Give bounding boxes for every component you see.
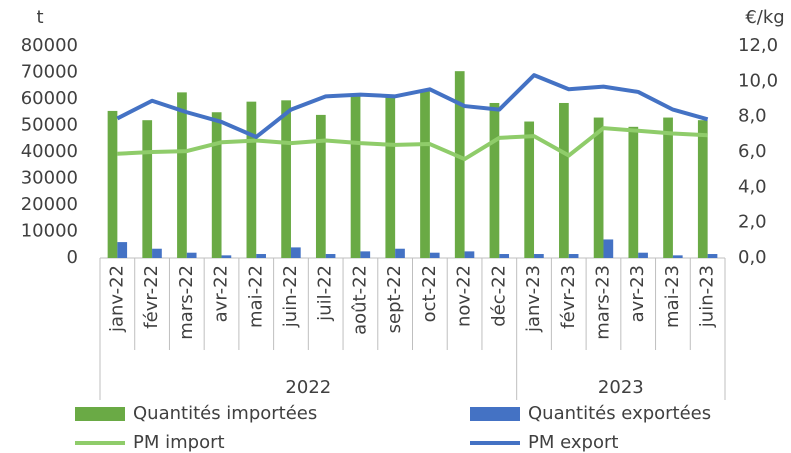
legend-swatch	[75, 407, 125, 421]
y-tick-label: 60000	[21, 88, 78, 109]
legend-swatch	[470, 407, 520, 421]
y-tick-label: 20000	[21, 194, 78, 215]
bar	[385, 96, 396, 258]
bar	[593, 117, 604, 258]
group-label: 2023	[598, 377, 644, 398]
bar	[290, 247, 301, 258]
bar	[524, 121, 535, 259]
bar	[489, 102, 500, 258]
bar	[454, 71, 465, 258]
bar	[142, 120, 153, 258]
y2-tick-label: 4,0	[738, 176, 767, 197]
x-tick-label: janv-23	[523, 265, 544, 333]
y2-tick-label: 2,0	[738, 212, 767, 233]
x-tick-label: févr-22	[141, 265, 162, 329]
y-axis-label: t	[36, 7, 43, 28]
bar	[628, 126, 639, 258]
bar	[256, 254, 266, 258]
bar	[638, 252, 648, 258]
bar	[707, 254, 718, 258]
bar	[672, 255, 683, 258]
legend-label: PM export	[528, 432, 618, 453]
legend-label: Quantités importées	[133, 403, 317, 424]
y-tick-label: 40000	[21, 141, 78, 162]
bar	[152, 248, 162, 258]
bar	[603, 239, 614, 258]
y-tick-label: 50000	[21, 115, 78, 136]
x-tick-label: janv-22	[106, 265, 127, 333]
bar	[325, 254, 336, 258]
bar	[221, 255, 232, 258]
bar	[117, 242, 128, 258]
y-tick-label: 0	[67, 247, 78, 268]
bar	[107, 110, 118, 258]
x-tick-label: sept-22	[384, 265, 405, 333]
bar	[429, 252, 440, 258]
x-tick-label: juil-22	[315, 265, 336, 322]
bar	[315, 114, 326, 259]
x-tick-label: juin-23	[697, 265, 718, 328]
x-tick-label: déc-22	[488, 265, 509, 327]
y2-axis-label: €/kg	[745, 7, 784, 28]
x-tick-label: mai-23	[662, 265, 683, 328]
bar	[568, 254, 579, 258]
y2-tick-label: 0,0	[738, 247, 767, 268]
x-tick-label: avr-22	[211, 265, 232, 322]
bar	[211, 112, 222, 258]
x-tick-label: mars-23	[592, 265, 613, 340]
x-tick-label: oct-22	[419, 265, 440, 322]
x-tick-label: nov-22	[454, 265, 475, 327]
line	[117, 126, 708, 162]
bar	[281, 100, 291, 258]
x-tick-label: avr-23	[627, 265, 648, 322]
y-tick-label: 10000	[21, 221, 78, 242]
legend-label: PM import	[133, 432, 225, 453]
bar	[499, 254, 510, 258]
legend-label: Quantités exportées	[528, 403, 711, 424]
y2-tick-label: 6,0	[738, 141, 767, 162]
line	[116, 73, 709, 139]
x-tick-label: févr-23	[558, 265, 579, 329]
bar	[246, 101, 257, 259]
y-tick-label: 70000	[21, 62, 78, 83]
bar	[534, 254, 544, 258]
bar	[559, 102, 569, 258]
bar	[420, 91, 430, 258]
x-tick-label: mai-22	[245, 265, 266, 328]
bar	[177, 92, 187, 258]
bar	[395, 248, 405, 258]
x-tick-label: juin-22	[280, 265, 301, 328]
y-tick-label: 30000	[21, 168, 78, 189]
x-tick-label: mars-22	[176, 265, 197, 340]
bar	[697, 120, 708, 258]
x-tick-label: août-22	[349, 265, 370, 335]
y2-tick-label: 8,0	[738, 106, 767, 127]
y-tick-label: 80000	[21, 35, 78, 56]
y2-tick-label: 12,0	[738, 35, 778, 56]
bar	[360, 251, 371, 258]
y2-tick-label: 10,0	[738, 70, 778, 91]
group-label: 2022	[285, 377, 331, 398]
bar	[350, 96, 361, 258]
bar	[186, 252, 197, 258]
bar	[464, 251, 475, 258]
bar	[663, 117, 673, 258]
